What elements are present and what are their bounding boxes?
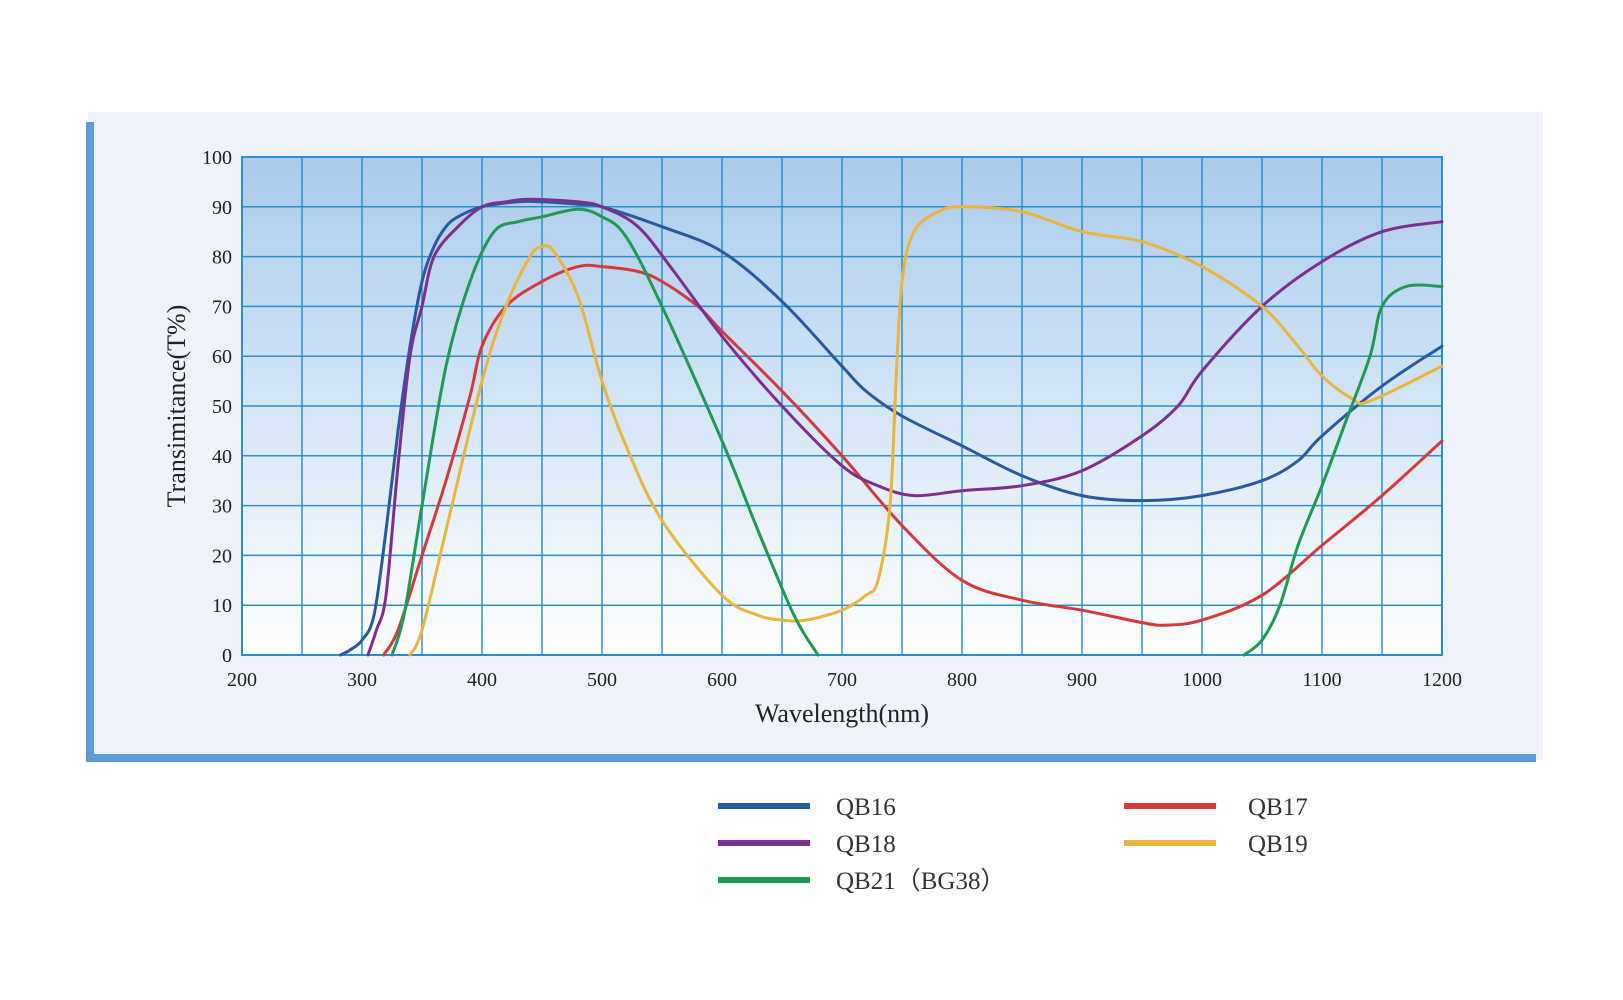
series-line-qb21-bg38 — [390, 207, 820, 657]
series-line-qb16 — [338, 199, 1444, 657]
x-tick-label: 200 — [227, 669, 257, 691]
x-tick-label: 700 — [827, 669, 857, 691]
legend: QB16 QB17 QB18 QB19 QB21（BG38） — [718, 794, 1308, 895]
panel-bottom-border — [86, 754, 1536, 762]
x-tick-labels: 200 300 400 500 600 700 800 900 1000 1100 1200 — [227, 669, 1462, 691]
x-tick-label: 1100 — [1302, 669, 1341, 691]
panel-left-border — [86, 122, 94, 762]
y-tick-label: 0 — [222, 645, 232, 667]
legend-label-qb19: QB19 — [1248, 831, 1308, 858]
x-tick-label: 400 — [467, 669, 497, 691]
x-tick-label: 1000 — [1182, 669, 1222, 691]
legend-label-qb21: QB21（BG38） — [836, 867, 1005, 895]
series-line-qb18 — [366, 197, 1444, 657]
y-tick-label: 50 — [212, 396, 232, 418]
x-axis-title: Wavelength(nm) — [755, 699, 929, 728]
x-tick-label: 500 — [587, 669, 617, 691]
y-tick-label: 40 — [212, 446, 232, 468]
y-tick-label: 70 — [212, 296, 232, 318]
y-tick-label: 90 — [212, 197, 232, 219]
x-tick-label: 1200 — [1422, 669, 1462, 691]
y-tick-label: 20 — [212, 545, 232, 567]
grid — [241, 156, 1443, 656]
legend-label-qb17: QB17 — [1248, 794, 1308, 821]
legend-label-qb18: QB18 — [836, 831, 896, 858]
y-axis-title: Transimitance(T%) — [162, 305, 191, 508]
series-line-qb21-bg38 — [1242, 283, 1444, 657]
y-tick-labels: 0 10 20 30 40 50 60 70 80 90 100 — [202, 147, 232, 667]
y-tick-label: 60 — [212, 346, 232, 368]
x-tick-label: 800 — [947, 669, 977, 691]
y-tick-label: 10 — [212, 595, 232, 617]
x-tick-label: 600 — [707, 669, 737, 691]
series-line-qb19 — [408, 205, 1444, 657]
y-tick-label: 30 — [212, 496, 232, 518]
x-tick-label: 900 — [1067, 669, 1097, 691]
series-line-qb17 — [382, 263, 1444, 657]
y-tick-label: 80 — [212, 247, 232, 269]
x-tick-label: 300 — [347, 669, 377, 691]
plot-border — [241, 156, 1443, 656]
legend-label-qb16: QB16 — [836, 794, 896, 821]
series-layer — [338, 197, 1444, 657]
y-tick-label: 100 — [202, 147, 232, 169]
